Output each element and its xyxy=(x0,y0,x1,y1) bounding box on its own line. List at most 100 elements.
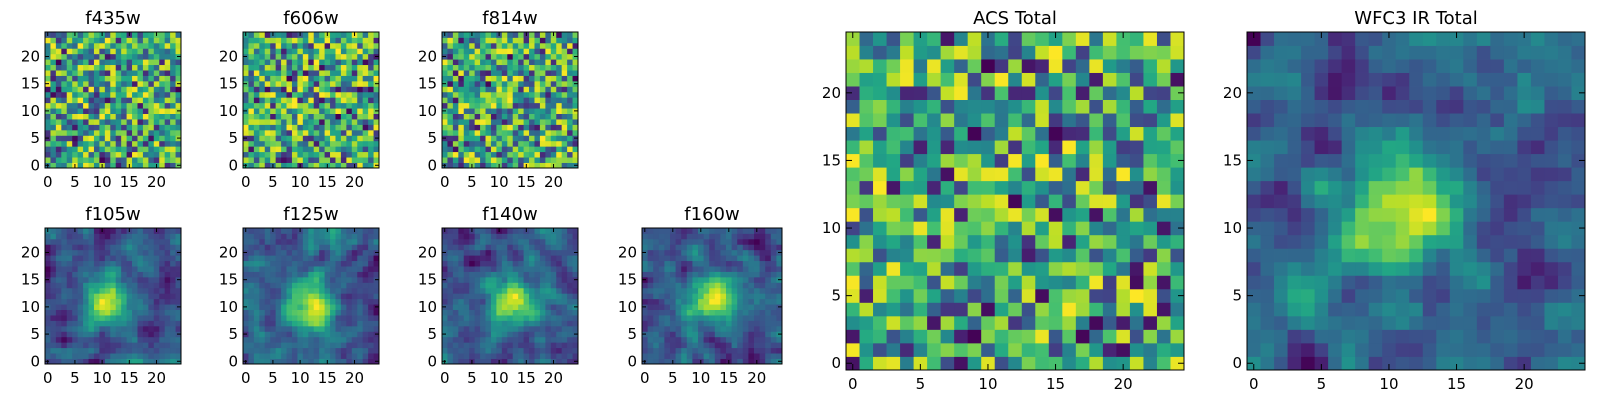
x-tick-label: 15 xyxy=(318,369,337,387)
heatmap-cell xyxy=(523,271,530,278)
heatmap-cell xyxy=(259,75,266,82)
heatmap-cell xyxy=(452,91,459,98)
heatmap-cell xyxy=(709,282,716,289)
heatmap-cell xyxy=(164,135,171,142)
heatmap-cell xyxy=(281,244,287,251)
x-tick-label: 15 xyxy=(318,173,337,191)
heatmap-cell xyxy=(501,53,508,60)
heatmap-cell xyxy=(259,233,266,240)
heatmap-cell xyxy=(556,315,563,321)
heatmap-cell xyxy=(373,42,380,49)
heatmap-cell xyxy=(313,70,320,76)
heatmap-cell xyxy=(518,48,524,55)
heatmap-cell xyxy=(83,304,89,310)
heatmap-cell xyxy=(754,238,760,245)
heatmap-cell xyxy=(132,91,138,98)
heatmap-cell xyxy=(512,157,519,163)
heatmap-cell xyxy=(474,75,481,82)
heatmap-cell xyxy=(330,325,336,332)
heatmap-cell xyxy=(572,228,579,234)
heatmap-cell xyxy=(496,331,503,338)
heatmap-cell xyxy=(567,233,573,240)
heatmap-cell xyxy=(490,124,497,131)
heatmap-cell xyxy=(346,140,353,147)
heatmap-cell xyxy=(148,276,155,283)
heatmap-cell xyxy=(664,358,671,365)
heatmap-cell xyxy=(447,32,454,38)
heatmap-cell xyxy=(490,293,497,300)
heatmap-cell xyxy=(561,70,568,76)
heatmap-cell xyxy=(88,347,95,354)
heatmap-cell xyxy=(556,331,563,338)
heatmap-cell xyxy=(302,309,309,316)
heatmap-cell xyxy=(137,228,144,234)
heatmap-cell xyxy=(164,124,171,131)
heatmap-cell xyxy=(121,64,127,71)
heatmap-cell xyxy=(1075,234,1090,249)
heatmap-cell xyxy=(346,129,353,136)
heatmap-cell xyxy=(726,255,732,262)
heatmap-cell xyxy=(458,119,465,125)
heatmap-cell xyxy=(474,32,481,38)
heatmap-cell xyxy=(270,70,277,76)
heatmap-cell xyxy=(270,304,277,310)
heatmap-cell xyxy=(675,315,682,321)
heatmap-cell xyxy=(1062,342,1077,357)
heatmap-cell xyxy=(512,124,519,131)
heatmap-cell xyxy=(692,331,699,338)
heatmap-cell xyxy=(681,276,688,283)
heatmap-cell xyxy=(362,70,369,76)
heatmap-cell xyxy=(302,249,309,256)
heatmap-cell xyxy=(458,151,465,158)
heatmap-cell xyxy=(264,70,271,76)
heatmap-cell xyxy=(731,309,738,316)
heatmap-cell xyxy=(308,64,315,71)
heatmap-cell xyxy=(362,282,369,289)
heatmap-cell xyxy=(742,260,749,267)
heatmap-cell xyxy=(720,325,727,332)
heatmap-cell xyxy=(324,48,331,55)
heatmap-cell xyxy=(324,271,331,278)
heatmap-cell xyxy=(507,124,514,131)
heatmap-cell xyxy=(121,347,127,354)
heatmap-cell xyxy=(550,48,557,55)
heatmap-cell xyxy=(83,260,89,267)
heatmap-cell xyxy=(148,119,155,125)
heatmap-cell xyxy=(313,113,320,120)
heatmap-cell xyxy=(737,244,744,251)
heatmap-cell xyxy=(142,320,149,327)
heatmap-cell xyxy=(556,32,563,38)
heatmap-cell xyxy=(550,260,557,267)
heatmap-cell xyxy=(148,228,155,234)
heatmap-cell xyxy=(512,80,519,87)
heatmap-cell xyxy=(159,129,166,136)
heatmap-cell xyxy=(335,113,342,120)
heatmap-cell xyxy=(83,309,89,316)
heatmap-cell xyxy=(346,271,353,278)
heatmap-cell xyxy=(556,162,563,169)
heatmap-cell xyxy=(115,238,122,245)
heatmap-cell xyxy=(545,124,552,131)
heatmap-cell xyxy=(335,266,342,272)
heatmap-cell xyxy=(485,59,492,66)
heatmap-cell xyxy=(335,53,342,60)
heatmap-cell xyxy=(512,271,519,278)
heatmap-cell xyxy=(539,37,546,44)
heatmap-cell xyxy=(529,309,535,316)
heatmap-cell xyxy=(248,244,255,251)
heatmap-cell xyxy=(132,347,138,354)
heatmap-cell xyxy=(286,59,293,66)
heatmap-cell xyxy=(259,102,266,109)
heatmap-cell xyxy=(726,325,732,332)
heatmap-cell xyxy=(340,320,347,327)
heatmap-cell xyxy=(357,233,364,240)
heatmap-cell xyxy=(496,129,503,136)
heatmap-cell xyxy=(115,249,122,256)
heatmap-cell xyxy=(330,347,336,354)
heatmap-cell xyxy=(104,244,111,251)
heatmap-cell xyxy=(642,244,648,251)
heatmap-cell xyxy=(61,293,68,300)
heatmap-cell xyxy=(313,135,320,142)
heatmap-cell xyxy=(104,59,111,66)
heatmap-cell xyxy=(539,124,546,131)
